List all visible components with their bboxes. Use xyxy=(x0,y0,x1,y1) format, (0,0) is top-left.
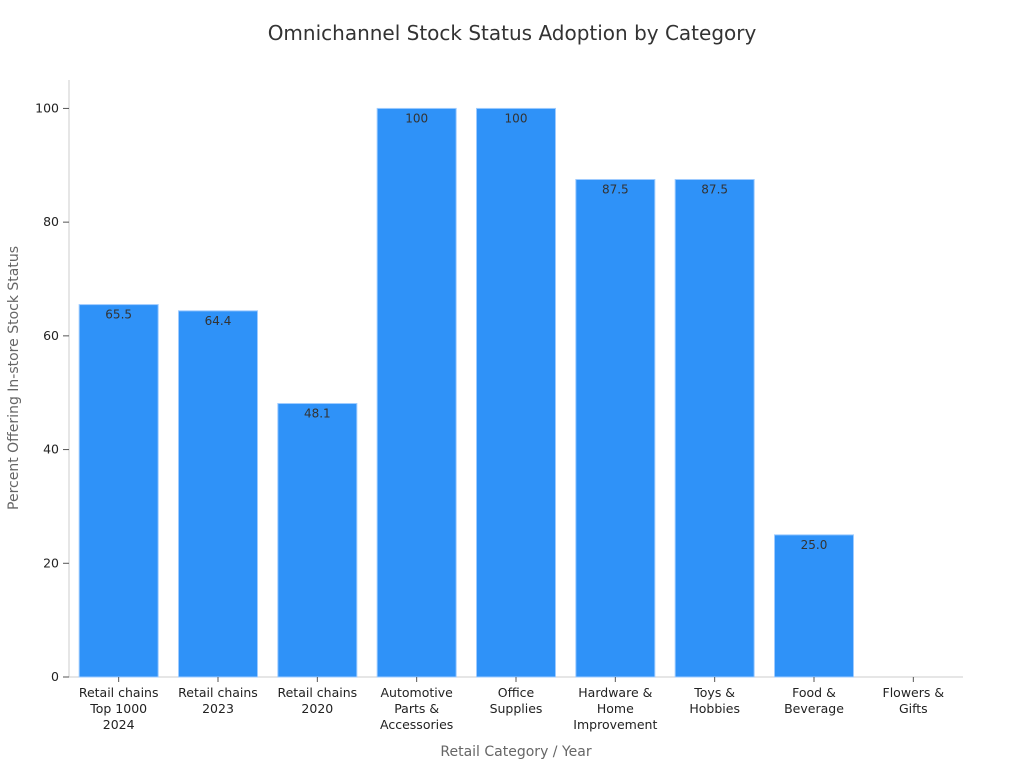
x-tick-label-line: Beverage xyxy=(784,701,844,716)
y-tick-label: 0 xyxy=(51,669,59,684)
x-tick-label-line: Hobbies xyxy=(689,701,740,716)
x-tick-label: Retail chains Top 1000 2024 xyxy=(79,685,159,732)
chart-title: Omnichannel Stock Status Adoption by Cat… xyxy=(268,21,757,45)
x-tick-label-line: Retail chains xyxy=(79,685,159,700)
x-tick-label: Automotive Parts & Accessories xyxy=(380,685,453,732)
x-tick-label: Retail chains 2023 xyxy=(178,685,258,716)
x-tick-label: Retail chains 2020 xyxy=(277,685,357,716)
bar-data-label: 100 xyxy=(505,111,528,125)
x-tick-label-line: Retail chains xyxy=(178,685,258,700)
x-tick-label-line: Toys & xyxy=(693,685,735,700)
x-tick-label-line: Office xyxy=(498,685,535,700)
x-tick-label-line: Parts & xyxy=(394,701,439,716)
x-tick-label-line: Flowers & xyxy=(883,685,945,700)
x-tick-label-line: Hardware & xyxy=(578,685,652,700)
y-tick-label: 60 xyxy=(43,328,59,343)
bar xyxy=(476,107,556,678)
bar-data-label: 48.1 xyxy=(304,407,331,421)
x-tick-label-line: Automotive xyxy=(381,685,454,700)
x-tick-label-line: Retail chains xyxy=(277,685,357,700)
bar xyxy=(277,403,358,678)
bar-data-label: 87.5 xyxy=(701,183,728,197)
y-tick-label: 40 xyxy=(43,442,59,457)
bar xyxy=(178,310,258,678)
y-axis-title: Percent Offering In-store Stock Status xyxy=(6,246,22,510)
x-tick-label: Office Supplies xyxy=(490,685,543,716)
x-tick-label: Hardware & Home Improvement xyxy=(573,685,657,732)
bar xyxy=(575,179,656,678)
x-tick-label-line: Supplies xyxy=(490,701,543,716)
bar-data-label: 100 xyxy=(405,111,428,125)
x-axis-title: Retail Category / Year xyxy=(440,744,591,760)
x-tick-label-line: Top 1000 xyxy=(89,701,147,716)
y-tick-label: 80 xyxy=(43,214,59,229)
x-tick-label-line: 2024 xyxy=(103,717,135,732)
x-tick-label-line: Accessories xyxy=(380,717,453,732)
bar-data-label: 87.5 xyxy=(602,183,629,197)
bar xyxy=(674,179,755,678)
x-tick-label-line: Improvement xyxy=(573,717,657,732)
x-tick-label: Toys & Hobbies xyxy=(689,685,740,716)
bar xyxy=(774,534,854,678)
bar-data-label: 25.0 xyxy=(801,538,828,552)
y-tick-label: 100 xyxy=(35,100,59,115)
bar xyxy=(376,107,457,678)
x-tick-label-line: Gifts xyxy=(899,701,928,716)
x-tick-label-line: Food & xyxy=(792,685,836,700)
bar-data-label: 65.5 xyxy=(105,308,132,322)
x-tick-label-line: 2023 xyxy=(202,701,234,716)
bar xyxy=(78,304,159,678)
bar-data-label: 64.4 xyxy=(205,314,232,328)
x-tick-label-line: 2020 xyxy=(301,701,333,716)
x-tick-label: Food & Beverage xyxy=(784,685,844,716)
x-tick-label-line: Home xyxy=(597,701,634,716)
x-tick-label: Flowers & Gifts xyxy=(883,685,945,716)
y-tick-label: 20 xyxy=(43,555,59,570)
